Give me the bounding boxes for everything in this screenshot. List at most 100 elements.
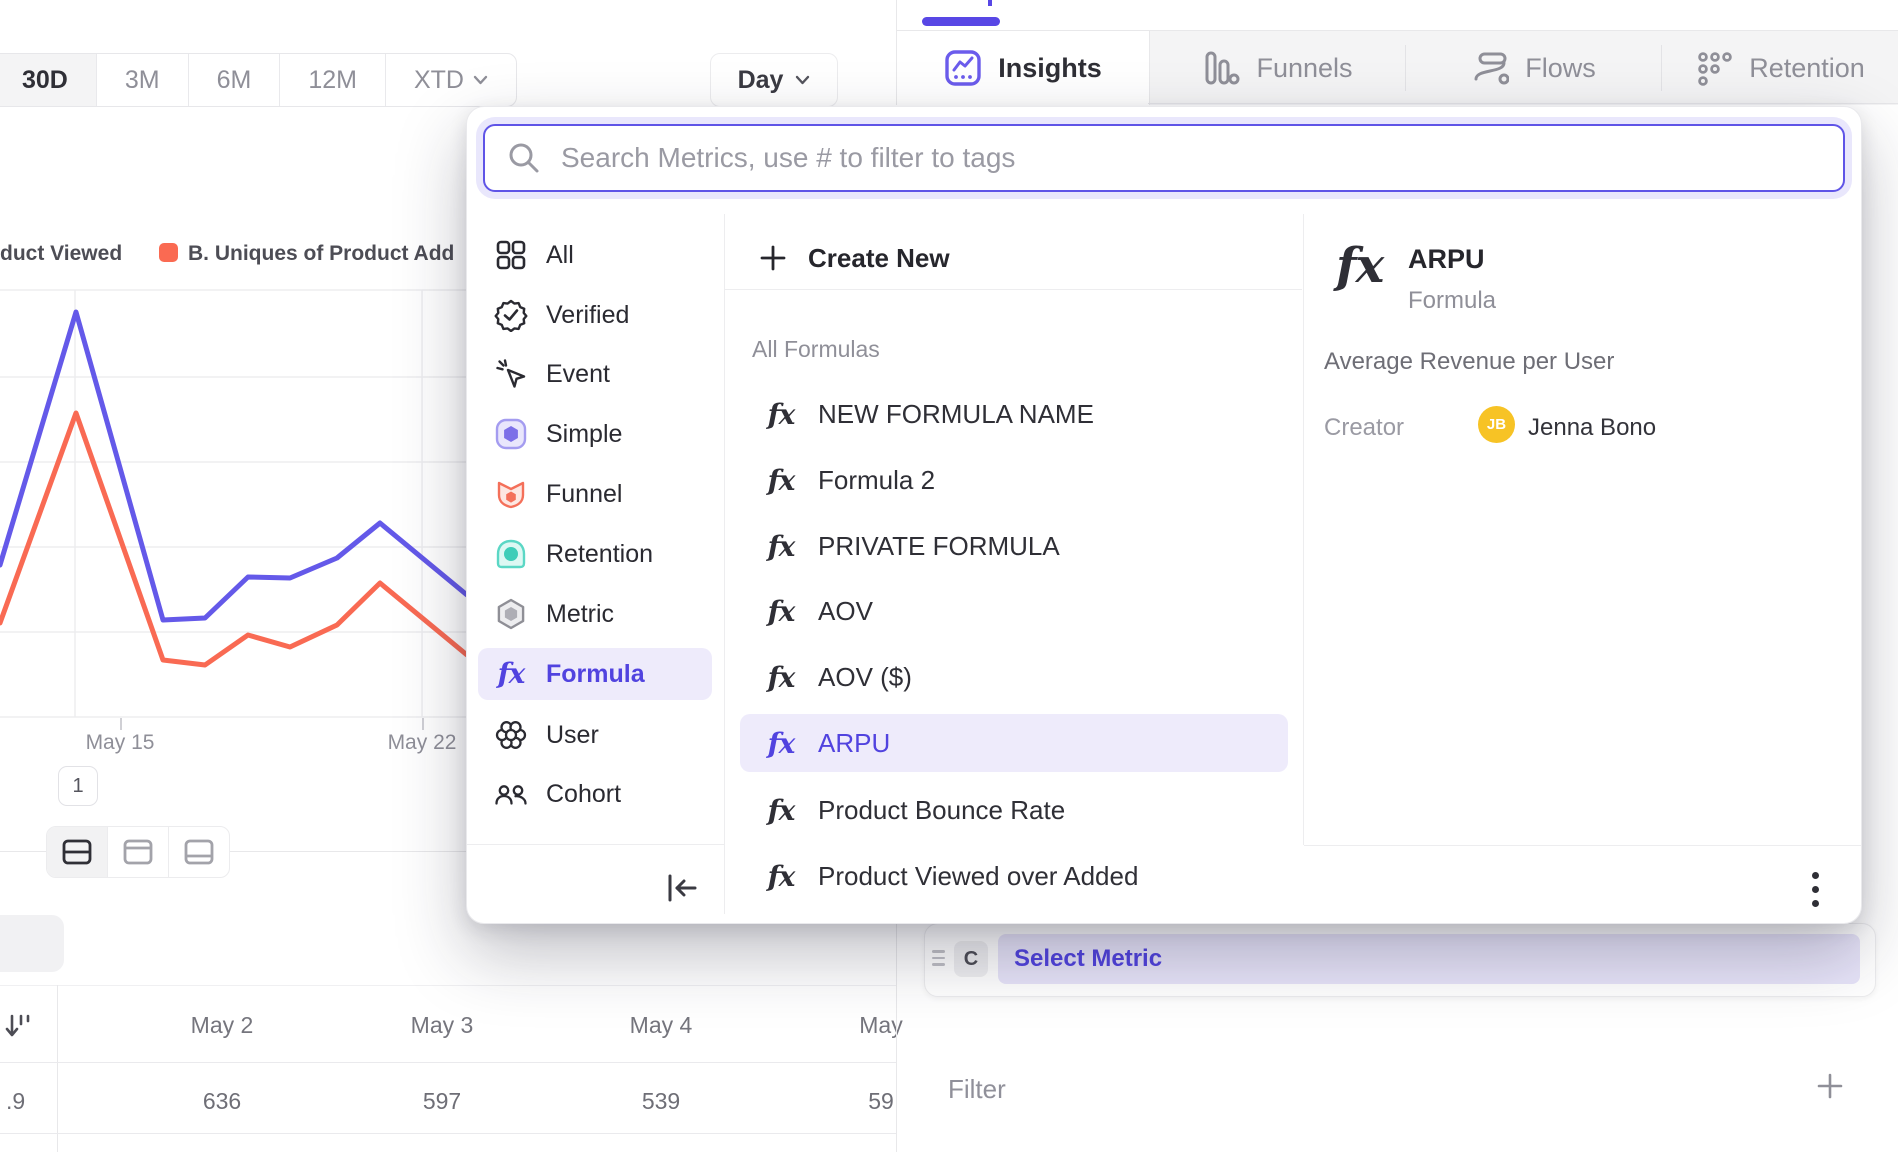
sidebar-item-cohort[interactable]: Cohort	[478, 768, 712, 820]
time-range-6m-button[interactable]: 6M	[189, 54, 281, 106]
formula-list-item-selected[interactable]: fx ARPU	[740, 714, 1288, 772]
sidebar-item-retention[interactable]: Retention	[478, 528, 712, 580]
detail-type-label: Formula	[1408, 287, 1497, 314]
sidebar-item-label: Metric	[546, 599, 615, 628]
tab-retention[interactable]: Retention	[1662, 31, 1898, 105]
formula-list-item[interactable]: fx Product Bounce Rate	[740, 781, 1288, 839]
granularity-dropdown[interactable]: Day	[710, 53, 838, 107]
sidebar-item-metric[interactable]: Metric	[478, 588, 712, 640]
detail-description: Average Revenue per User	[1324, 348, 1615, 375]
time-range-12m-button[interactable]: 12M	[280, 54, 386, 106]
sidebar-item-formula[interactable]: fx Formula	[478, 648, 712, 700]
formula-list-item[interactable]: fx NEW FORMULA NAME	[740, 385, 1288, 443]
table-column-header[interactable]: May 4	[629, 1012, 693, 1038]
fx-icon: fx	[767, 594, 796, 628]
table-row-divider	[0, 1062, 896, 1063]
sidebar-item-label: User	[546, 720, 599, 749]
tab-label: Retention	[1749, 52, 1865, 83]
tab-separator	[1661, 45, 1662, 91]
tab-flows[interactable]: Flows	[1406, 31, 1661, 105]
more-options-kebab-icon[interactable]	[1812, 872, 1820, 914]
sidebar-item-funnel[interactable]: Funnel	[478, 468, 712, 520]
table-row-divider	[0, 1133, 896, 1134]
report-type-tabbar: Insights Funnels Flows	[896, 30, 1898, 105]
sidebar-item-label: Funnel	[546, 479, 623, 508]
layout-split-icon	[62, 839, 92, 865]
fx-icon: fx	[767, 726, 796, 760]
creator-avatar: JB	[1478, 406, 1515, 443]
sidebar-item-label: Cohort	[546, 779, 622, 808]
page-number-button[interactable]: 1	[58, 766, 98, 806]
search-input[interactable]	[559, 141, 1843, 175]
flows-stream-icon	[1474, 52, 1510, 85]
plus-icon	[760, 245, 786, 271]
line-chart	[0, 289, 470, 718]
formula-list-item[interactable]: fx Formula 2	[740, 451, 1288, 509]
sort-descending-icon[interactable]	[4, 1012, 32, 1040]
tab-label: Funnels	[1256, 52, 1353, 83]
layout-bottom-icon	[184, 839, 214, 865]
sidebar-item-simple[interactable]: Simple	[478, 408, 712, 460]
sidebar-footer-divider	[467, 844, 724, 845]
create-new-label: Create New	[808, 242, 950, 273]
formula-name: ARPU	[818, 727, 891, 758]
drag-handle-icon[interactable]	[932, 950, 945, 970]
time-range-xtd-button[interactable]: XTD	[386, 54, 516, 106]
table-cell: 59	[868, 1088, 894, 1114]
xtd-label: XTD	[413, 65, 464, 94]
series-b-line[interactable]	[0, 410, 470, 668]
active-tab-indicator	[922, 17, 1000, 26]
create-new-button[interactable]: Create New	[740, 232, 1288, 284]
tab-insights[interactable]: Insights	[896, 31, 1150, 105]
sidebar-item-event[interactable]: Event	[478, 348, 712, 400]
tab-funnels[interactable]: Funnels	[1150, 31, 1405, 105]
layout-top-button[interactable]	[108, 827, 169, 877]
fx-icon: fx	[767, 660, 796, 694]
time-range-30d-button[interactable]: 30D	[0, 54, 97, 106]
formula-name: Product Bounce Rate	[818, 794, 1066, 825]
collapse-sidebar-icon[interactable]	[664, 872, 700, 904]
sidebar-item-all[interactable]: All	[478, 229, 712, 281]
retention-metric-icon	[496, 539, 526, 569]
top-divider	[896, 0, 897, 30]
table-column-header[interactable]: May 3	[410, 1012, 474, 1038]
formula-name: PRIVATE FORMULA	[818, 530, 1060, 561]
sidebar-item-label: All	[546, 240, 574, 269]
layout-toggle-group	[46, 826, 230, 878]
formula-list-item[interactable]: fx AOV	[740, 582, 1288, 640]
formula-list-item[interactable]: fx AOV ($)	[740, 648, 1288, 706]
retention-dots-icon	[1698, 52, 1733, 86]
table-column-header[interactable]: May 2	[190, 1012, 254, 1038]
formulas-section-label: All Formulas	[752, 336, 880, 362]
funnel-metric-icon	[497, 481, 525, 509]
layout-split-button[interactable]	[47, 827, 108, 877]
breakdown-chip-partial[interactable]	[0, 915, 64, 972]
layout-bottom-button[interactable]	[169, 827, 229, 877]
funnels-bars-icon	[1205, 51, 1240, 85]
legend-item-b-label[interactable]: B. Uniques of Product Add	[188, 242, 455, 265]
formula-list-item[interactable]: fx PRIVATE FORMULA	[740, 517, 1288, 575]
cohort-people-icon	[495, 785, 527, 805]
formula-list-item[interactable]: fx Product Viewed over Added	[740, 847, 1288, 905]
series-a-line[interactable]	[0, 309, 470, 623]
fx-icon: fx	[767, 793, 796, 827]
time-range-3m-button[interactable]: 3M	[97, 54, 189, 106]
add-filter-icon[interactable]	[1816, 1072, 1844, 1100]
legend-swatch-b	[159, 243, 178, 262]
sidebar-item-label: Formula	[546, 659, 645, 688]
metric-search-box	[483, 124, 1845, 192]
verified-badge-icon	[494, 299, 528, 332]
granularity-label: Day	[737, 65, 784, 94]
legend-item-a-label[interactable]: duct Viewed	[0, 242, 123, 265]
chart-gridlines	[0, 289, 470, 718]
sidebar-item-user[interactable]: User	[478, 709, 712, 761]
formula-name: Formula 2	[818, 464, 936, 495]
table-column-header[interactable]: May	[859, 1012, 903, 1038]
x-axis-tick	[422, 718, 424, 730]
table-cell: 539	[641, 1088, 681, 1114]
event-cursor-icon	[496, 359, 526, 388]
select-metric-button[interactable]: Select Metric	[998, 934, 1860, 984]
chevron-down-icon	[473, 75, 488, 85]
tab-label: Insights	[998, 52, 1102, 83]
sidebar-item-verified[interactable]: Verified	[478, 289, 712, 341]
